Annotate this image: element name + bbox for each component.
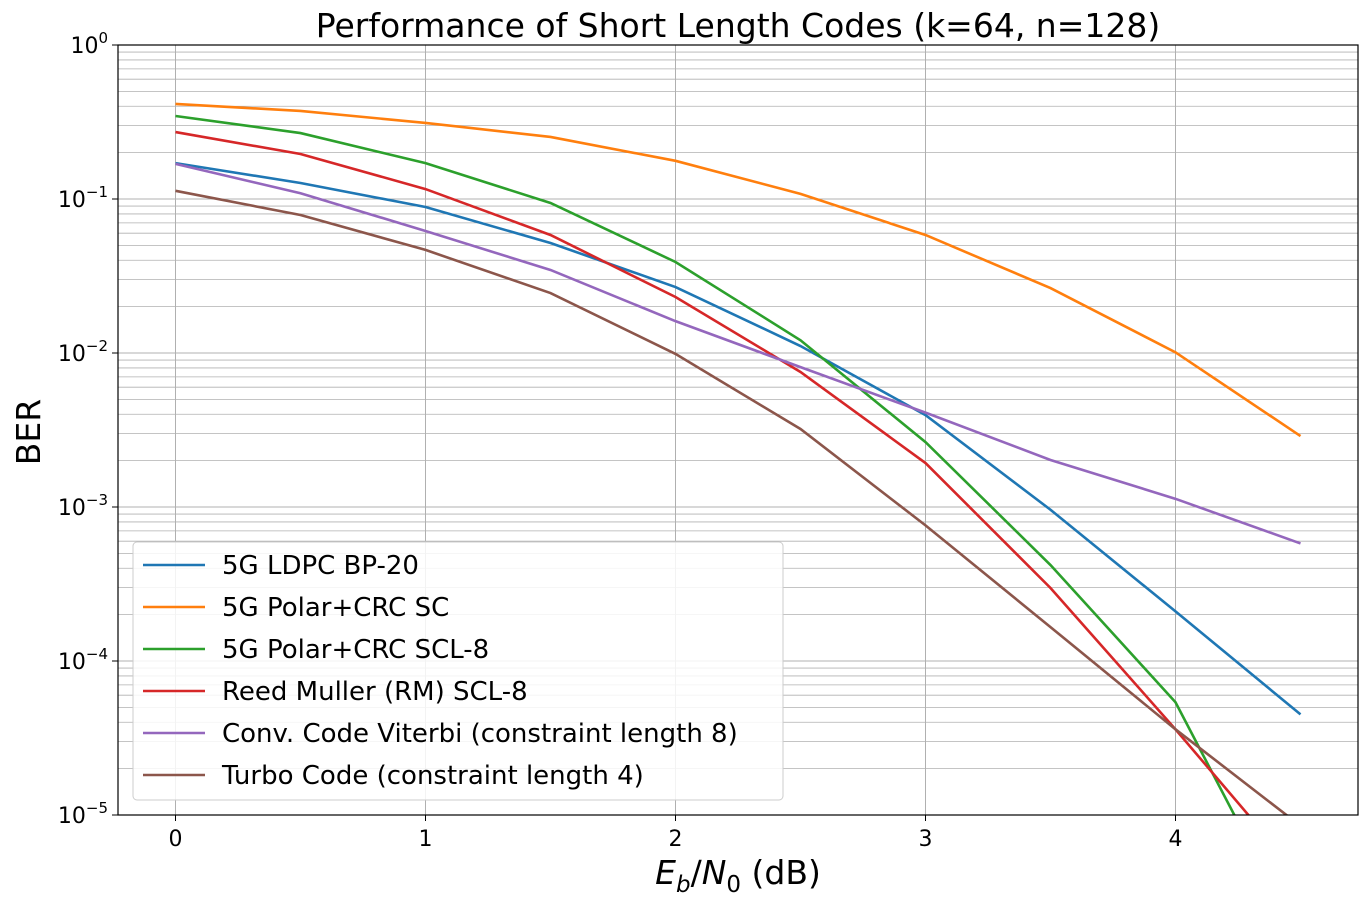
y-tick-label: 10−5	[58, 799, 108, 829]
y-axis-label: BER	[9, 399, 48, 465]
legend-entry: 5G Polar+CRC SCL-8	[222, 635, 489, 665]
series-line-1	[175, 102, 1302, 438]
x-tick-label: 3	[919, 827, 933, 852]
series-line-2	[175, 114, 1236, 815]
legend: 5G LDPC BP-20 5G Polar+CRC SC 5G Polar+CRC…	[132, 541, 784, 801]
y-tick-label: 10−2	[58, 337, 108, 367]
y-tick-label: 100	[70, 29, 108, 59]
series-line-3	[175, 130, 1251, 815]
legend-entry: Turbo Code (constraint length 4)	[221, 761, 644, 791]
legend-entry: 5G Polar+CRC SC	[222, 593, 449, 623]
x-axis-ticks: 0 1 2 3 4	[169, 815, 1183, 852]
y-tick-label: 10−1	[58, 183, 108, 213]
legend-entry: Conv. Code Viterbi (constraint length 8)	[222, 719, 738, 749]
y-tick-label: 10−4	[58, 645, 108, 675]
x-tick-label: 2	[669, 827, 683, 852]
series-line-4	[175, 162, 1301, 545]
x-axis-label: Eb/N0 (dB)	[655, 853, 821, 898]
x-tick-label: 4	[1169, 827, 1183, 852]
series-line-0	[175, 161, 1302, 716]
y-axis-ticks: 100 10−1 10−2 10−3 10−4 10−5	[58, 29, 118, 829]
x-tick-label: 1	[419, 827, 433, 852]
legend-entry: 5G LDPC BP-20	[222, 551, 419, 581]
plot-frame	[117, 44, 1359, 816]
legend-entry: Reed Muller (RM) SCL-8	[222, 677, 528, 707]
x-tick-label: 0	[169, 827, 183, 852]
chart-title: Performance of Short Length Codes (k=64,…	[316, 6, 1160, 45]
y-tick-label: 10−3	[58, 491, 108, 521]
series-lines	[175, 102, 1302, 815]
series-line-5	[175, 189, 1289, 815]
